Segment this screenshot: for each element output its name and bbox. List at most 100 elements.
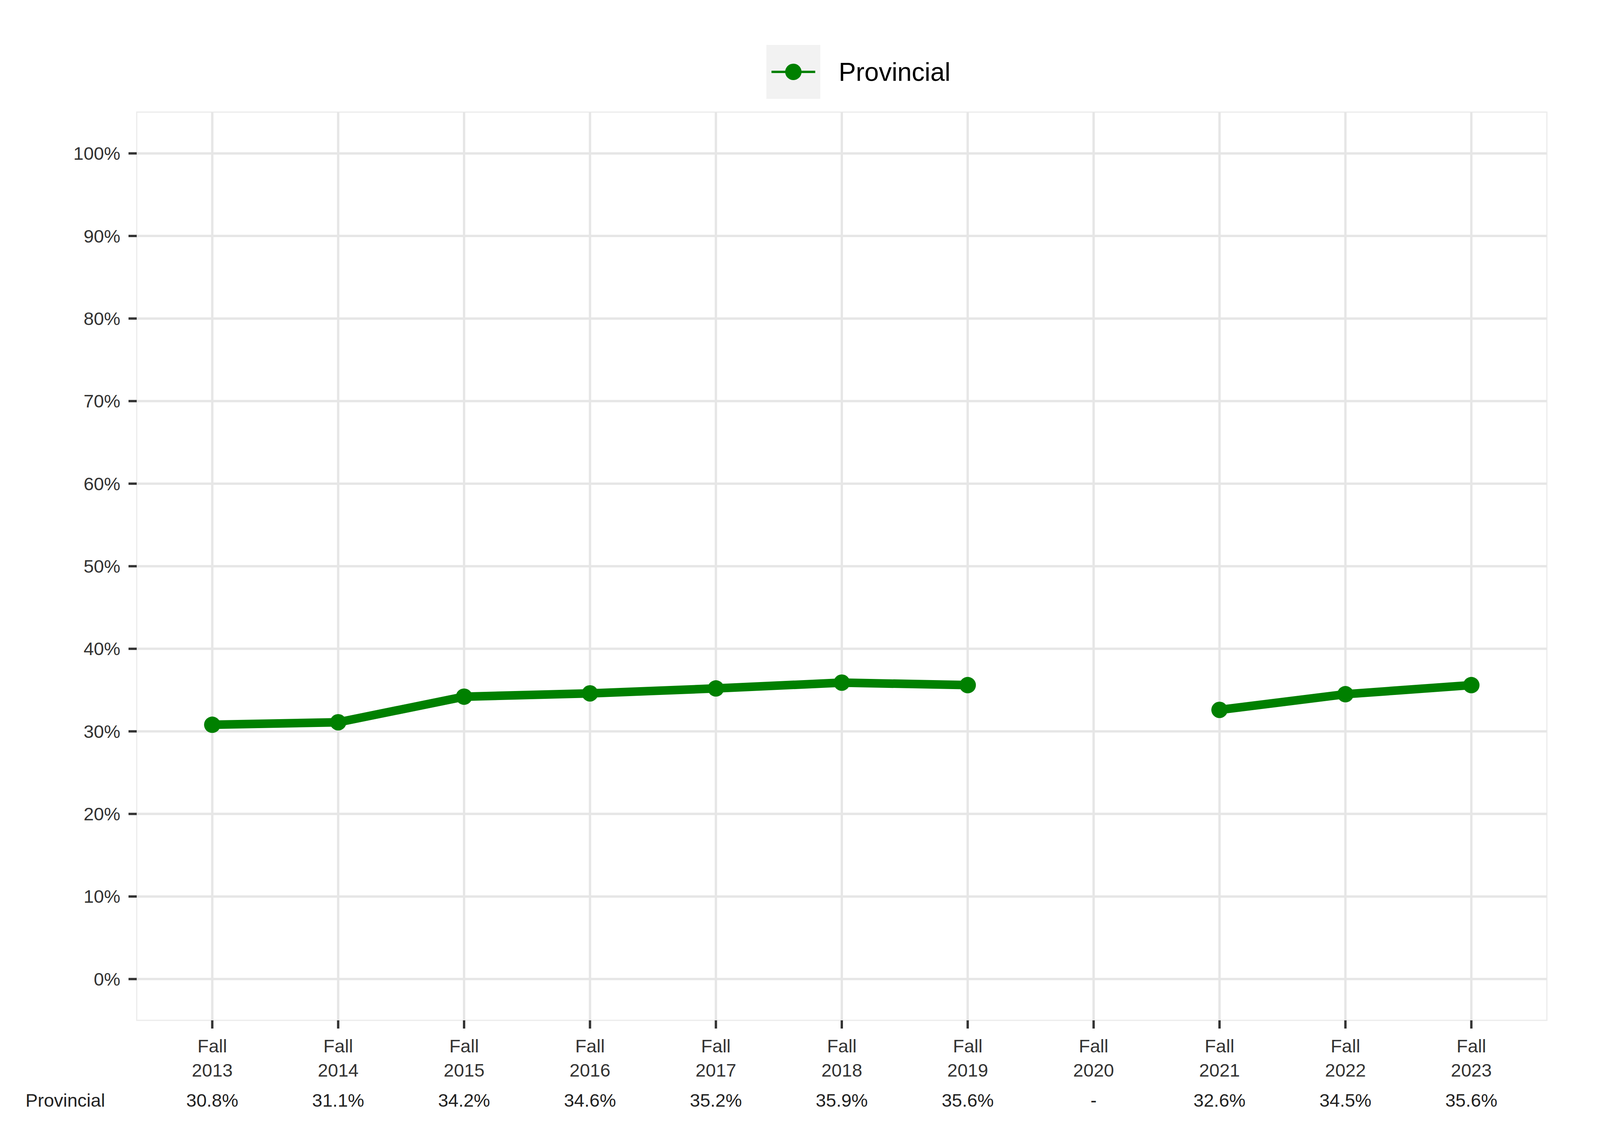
x-tick-label: Fall2019 bbox=[947, 1035, 989, 1081]
x-tick bbox=[966, 1020, 969, 1029]
y-tick bbox=[128, 977, 137, 981]
x-tick-label-line: Fall bbox=[197, 1035, 228, 1057]
table-value: 34.2% bbox=[437, 1089, 490, 1111]
y-tick bbox=[128, 317, 137, 320]
x-tick-label-line: Fall bbox=[826, 1035, 857, 1057]
y-tick-label: 10% bbox=[83, 885, 121, 907]
data-layer bbox=[203, 674, 1480, 734]
y-tick bbox=[128, 482, 137, 485]
y-tick-label: 60% bbox=[83, 473, 121, 495]
chart: 0%10%20%30%40%50%60%70%80%90%100%Fall201… bbox=[0, 0, 1600, 1143]
x-tick-label-line: 2021 bbox=[1199, 1059, 1241, 1081]
x-tick-label-line: 2019 bbox=[947, 1059, 989, 1081]
series-point bbox=[330, 714, 347, 731]
series-point bbox=[833, 674, 850, 692]
y-tick-label: 50% bbox=[83, 555, 121, 577]
table-value: 35.2% bbox=[689, 1089, 742, 1111]
x-tick-label-line: Fall bbox=[323, 1035, 354, 1057]
series-point bbox=[707, 680, 725, 697]
x-grid-line bbox=[714, 112, 718, 1021]
series-point bbox=[203, 716, 221, 733]
x-tick-label-line: 2015 bbox=[443, 1059, 485, 1081]
x-tick bbox=[714, 1020, 718, 1029]
x-tick-label-line: 2017 bbox=[695, 1059, 737, 1081]
x-grid-line bbox=[840, 112, 843, 1021]
legend-key-bg bbox=[766, 44, 821, 99]
x-tick-label-line: Fall bbox=[1330, 1035, 1361, 1057]
x-tick-label-line: Fall bbox=[1456, 1035, 1487, 1057]
grid bbox=[136, 112, 1547, 1021]
y-tick bbox=[128, 730, 137, 733]
series-point bbox=[1463, 676, 1480, 694]
x-tick-label: Fall2016 bbox=[569, 1035, 611, 1081]
series-point bbox=[455, 688, 473, 705]
x-grid-line bbox=[588, 112, 592, 1021]
x-grid-line bbox=[1092, 112, 1095, 1021]
y-tick bbox=[128, 400, 137, 403]
series-point bbox=[1337, 685, 1354, 703]
y-tick-label: 30% bbox=[83, 721, 121, 742]
x-tick-label-line: 2014 bbox=[317, 1059, 359, 1081]
table-value: 35.9% bbox=[815, 1089, 868, 1111]
x-tick-label-line: Fall bbox=[449, 1035, 479, 1057]
y-tick-label: 70% bbox=[83, 390, 121, 412]
table-value: 35.6% bbox=[941, 1089, 994, 1111]
x-tick-label: Fall2013 bbox=[191, 1035, 233, 1081]
x-tick-label: Fall2017 bbox=[695, 1035, 737, 1081]
series-point bbox=[581, 685, 599, 702]
x-tick-label: Fall2023 bbox=[1450, 1035, 1492, 1081]
x-grid-line bbox=[1218, 112, 1221, 1021]
table-row-label: Provincial bbox=[25, 1089, 106, 1111]
x-tick bbox=[1218, 1020, 1221, 1029]
x-tick-label: Fall2018 bbox=[821, 1035, 863, 1081]
x-tick-label-line: 2023 bbox=[1450, 1059, 1492, 1081]
x-tick bbox=[210, 1020, 214, 1029]
x-tick-label-line: 2022 bbox=[1325, 1059, 1367, 1081]
x-tick-label-line: 2016 bbox=[569, 1059, 611, 1081]
legend: Provincial bbox=[766, 44, 951, 99]
table-value: 34.5% bbox=[1319, 1089, 1372, 1111]
table-value: - bbox=[1090, 1089, 1097, 1111]
x-tick bbox=[1092, 1020, 1095, 1029]
x-tick-label-line: 2013 bbox=[191, 1059, 233, 1081]
y-tick-label: 80% bbox=[83, 308, 121, 329]
x-tick bbox=[588, 1020, 592, 1029]
x-tick-label: Fall2014 bbox=[317, 1035, 359, 1081]
y-tick bbox=[128, 152, 137, 155]
x-tick-label-line: Fall bbox=[1078, 1035, 1109, 1057]
x-grid-line bbox=[337, 112, 340, 1021]
legend-key-point bbox=[785, 63, 802, 81]
plot-panel bbox=[136, 112, 1547, 1021]
x-tick-label: Fall2015 bbox=[443, 1035, 485, 1081]
y-tick-label: 0% bbox=[93, 968, 121, 990]
x-tick bbox=[337, 1020, 340, 1029]
x-grid-line bbox=[1344, 112, 1347, 1021]
table-value: 31.1% bbox=[312, 1089, 365, 1111]
x-tick-label-line: Fall bbox=[952, 1035, 983, 1057]
x-tick-label-line: 2018 bbox=[821, 1059, 863, 1081]
y-tick bbox=[128, 234, 137, 238]
y-tick bbox=[128, 895, 137, 898]
x-grid-line bbox=[210, 112, 214, 1021]
x-tick bbox=[1470, 1020, 1473, 1029]
y-tick bbox=[128, 565, 137, 568]
x-tick-label-line: Fall bbox=[575, 1035, 605, 1057]
legend-label: Provincial bbox=[838, 57, 951, 87]
axes: 0%10%20%30%40%50%60%70%80%90%100%Fall201… bbox=[73, 142, 1492, 1081]
table-value: 30.8% bbox=[186, 1089, 239, 1111]
y-tick-label: 100% bbox=[73, 142, 121, 164]
x-tick-label-line: Fall bbox=[1204, 1035, 1235, 1057]
series-point bbox=[959, 676, 976, 694]
x-tick-label: Fall2020 bbox=[1073, 1035, 1115, 1081]
x-tick-label-line: 2020 bbox=[1073, 1059, 1115, 1081]
x-tick-label: Fall2022 bbox=[1325, 1035, 1367, 1081]
y-tick-label: 20% bbox=[83, 803, 121, 825]
table-value: 34.6% bbox=[564, 1089, 617, 1111]
x-tick-label: Fall2021 bbox=[1199, 1035, 1241, 1081]
y-tick-label: 90% bbox=[83, 225, 121, 247]
x-grid-line bbox=[1470, 112, 1473, 1021]
table-value: 32.6% bbox=[1193, 1089, 1246, 1111]
x-grid-line bbox=[966, 112, 969, 1021]
x-grid-line bbox=[462, 112, 466, 1021]
y-tick bbox=[128, 812, 137, 816]
